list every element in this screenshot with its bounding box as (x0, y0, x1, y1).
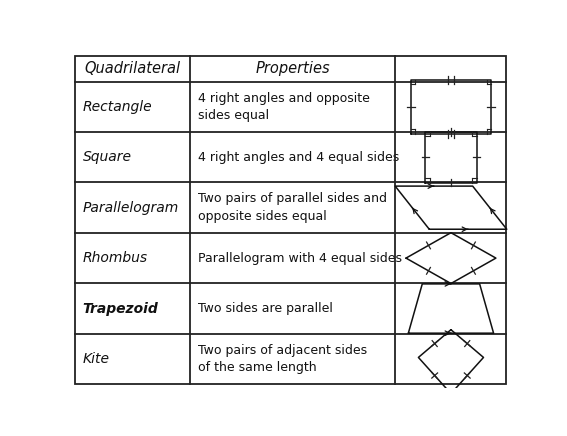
Text: Properties: Properties (256, 61, 330, 76)
Text: Parallelogram: Parallelogram (83, 201, 179, 215)
Text: Two pairs of adjacent sides
of the same length: Two pairs of adjacent sides of the same … (198, 344, 367, 374)
Text: Two sides are parallel: Two sides are parallel (198, 302, 333, 315)
Text: Parallelogram with 4 equal sides: Parallelogram with 4 equal sides (198, 252, 402, 265)
Text: Quadrilateral: Quadrilateral (84, 61, 181, 76)
Text: 4 right angles and opposite
sides equal: 4 right angles and opposite sides equal (198, 92, 370, 122)
Text: Two pairs of parallel sides and
opposite sides equal: Two pairs of parallel sides and opposite… (198, 192, 387, 223)
Text: Kite: Kite (83, 352, 109, 366)
Text: Trapezoid: Trapezoid (83, 302, 158, 316)
Text: Square: Square (83, 150, 132, 164)
Text: Rhombus: Rhombus (83, 251, 147, 265)
Text: Rectangle: Rectangle (83, 100, 152, 114)
Text: 4 right angles and 4 equal sides: 4 right angles and 4 equal sides (198, 151, 399, 164)
